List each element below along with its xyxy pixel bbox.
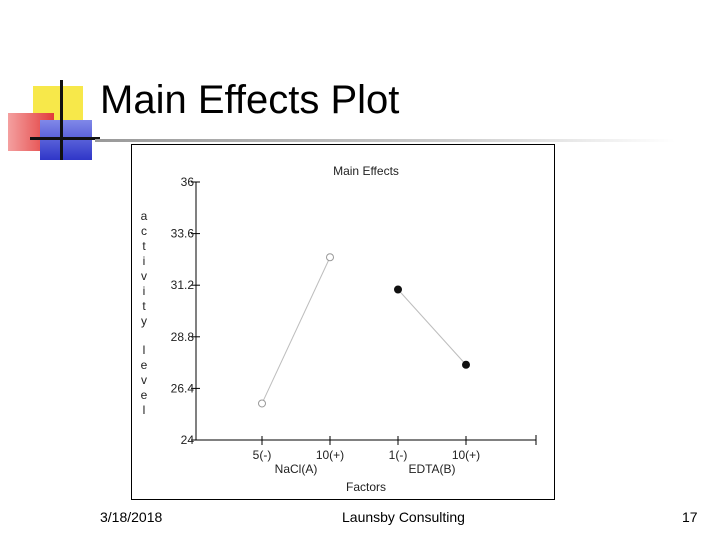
y-ticks: 24 26.4 28.8 31.2 33.6 36 [171,175,200,447]
y-axis-label-char: t [142,299,146,313]
x-tick-label: 10(+) [452,448,480,462]
chart-title: Main Effects [333,164,399,178]
x-tick-label: 1(-) [389,448,408,462]
decor-blue-square [40,120,92,160]
factor-label: NaCl(A) [275,462,318,476]
data-point [462,360,470,369]
y-tick-label: 33.6 [171,227,195,241]
series-line [397,289,467,366]
footer-page-number: 17 [682,509,698,525]
y-axis-label-char: i [143,284,146,298]
y-tick-label: 24 [181,433,195,447]
data-point [326,253,334,262]
chart-series [258,253,470,408]
y-axis-label-char: t [142,239,146,253]
decor-horizontal-bar [30,137,100,140]
slide-title: Main Effects Plot [100,78,400,122]
title-underline [95,139,675,142]
y-axis-label-char: v [141,373,147,387]
footer-date: 3/18/2018 [100,509,163,525]
y-axis-label-char: i [143,254,146,268]
chart-axes [195,182,537,445]
factor-label: EDTA(B) [408,462,455,476]
y-tick-label: 31.2 [171,278,195,292]
series-line [261,257,331,404]
y-axis-label-char: e [141,358,148,372]
data-point [394,285,402,294]
y-tick-label: 36 [181,175,195,189]
y-axis-label-char: y [141,314,147,328]
y-axis-label-char: c [141,224,147,238]
decor-vertical-bar [60,80,63,160]
x-ticks: 5(-) 10(+)NaCl(A)1(-) 10(+)EDTA(B) [253,436,480,476]
y-tick-label: 28.8 [171,330,195,344]
data-point [258,399,266,408]
footer-organization: Launsby Consulting [342,509,465,525]
y-axis-label-char: e [141,388,148,402]
x-tick-label: 5(-) [253,448,272,462]
y-axis-label-char: v [141,269,147,283]
y-axis-label-char: l [143,343,146,357]
y-tick-label: 26.4 [171,381,195,395]
x-axis-label: Factors [346,480,386,494]
y-axis-label-char: l [143,403,146,417]
y-axis-label-char: a [141,209,148,223]
x-tick-label: 10(+) [316,448,344,462]
